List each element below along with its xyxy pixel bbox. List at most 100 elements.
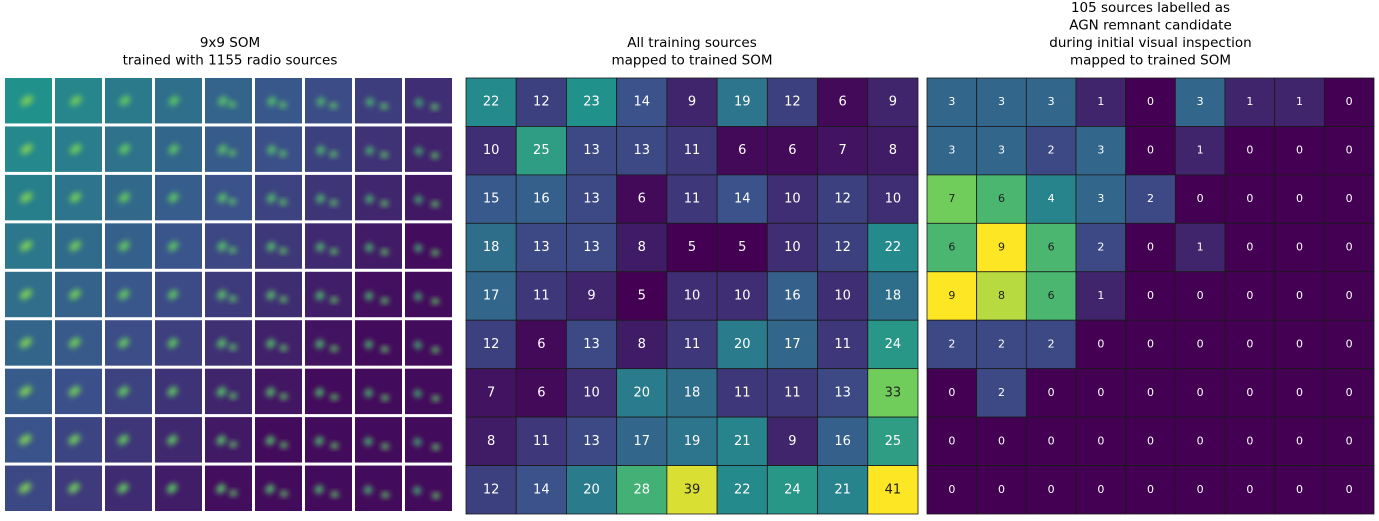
- heatmap-cell: [1125, 416, 1176, 466]
- cell-label: 11: [533, 434, 550, 449]
- cell-label: 11: [684, 143, 701, 158]
- thumbnail-blob: [279, 296, 288, 303]
- thumbnail-bg: [105, 417, 152, 463]
- thumbnail-bg: [155, 223, 202, 269]
- som-thumbnail: [405, 223, 452, 269]
- som-thumbnail: [205, 368, 252, 415]
- thumbnail-blob: [316, 97, 326, 107]
- panel-title: trained with 1155 radio sources: [123, 53, 338, 69]
- thumbnail-blob: [228, 344, 237, 351]
- thumbnail-blob: [329, 102, 338, 109]
- thumbnail-bg: [305, 174, 352, 221]
- som-thumbnail: [305, 320, 352, 366]
- thumbnail-blob: [69, 192, 82, 203]
- cell-label: 0: [1147, 483, 1154, 496]
- heatmap-cell: [1025, 368, 1077, 418]
- cell-label: 1: [1097, 95, 1104, 108]
- som-thumbnail: [5, 320, 52, 366]
- thumbnail-blob: [430, 103, 439, 110]
- thumbnail-blob: [329, 199, 338, 206]
- thumbnail-bg: [255, 368, 302, 415]
- cell-label: 5: [688, 240, 696, 255]
- thumbnail-blob: [118, 386, 129, 397]
- cell-label: 8: [889, 143, 897, 158]
- thumbnail-blob: [364, 388, 373, 398]
- thumbnail-blob: [381, 443, 390, 450]
- som-thumbnail: [5, 223, 52, 269]
- heatmap-cell: [1125, 368, 1176, 418]
- heatmap-cell: [1025, 174, 1077, 224]
- heatmap-cell: [976, 465, 1027, 515]
- cell-label: 5: [638, 289, 646, 304]
- heatmap-cell: [1274, 126, 1325, 176]
- thumbnail-bg: [355, 465, 402, 511]
- heatmap-cell: [716, 368, 768, 418]
- heatmap-cell: [666, 416, 718, 466]
- thumbnail-blob: [228, 295, 237, 302]
- thumbnail-blob: [70, 95, 82, 106]
- som-thumbnail: [255, 320, 302, 366]
- cell-label: 0: [948, 483, 955, 496]
- thumbnail-blob: [315, 291, 325, 300]
- thumbnail-blob: [266, 242, 276, 252]
- som-thumbnail: [355, 368, 402, 415]
- thumbnail-blob: [431, 346, 440, 353]
- thumbnail-bg: [355, 223, 402, 269]
- thumbnail-blob: [413, 438, 422, 446]
- cell-label: 0: [1097, 434, 1104, 447]
- cell-label: 10: [784, 240, 801, 255]
- heatmap-cell: [867, 174, 919, 224]
- cell-label: 1: [1246, 95, 1253, 108]
- thumbnail-bg: [405, 78, 452, 124]
- thumbnail-bg: [155, 126, 202, 172]
- heatmap-cell: [1323, 465, 1375, 515]
- som-thumbnail: [355, 417, 402, 463]
- heatmap-cell: [1125, 465, 1176, 515]
- heatmap-cell: [1174, 126, 1226, 176]
- som-thumbnail: [405, 417, 452, 463]
- panel-title: mapped to trained SOM: [611, 53, 772, 69]
- heatmap-cell: [515, 319, 567, 370]
- cell-label: 9: [948, 289, 955, 302]
- som-thumbnail: [55, 465, 102, 511]
- panel-title: 105 sources labelled as: [1071, 0, 1230, 16]
- thumbnail-bg: [305, 78, 352, 124]
- cell-label: 12: [834, 240, 851, 255]
- som-thumbnail: [305, 174, 352, 221]
- heatmap-cell: [1274, 77, 1325, 127]
- cell-label: 0: [1346, 192, 1353, 205]
- som-thumbnail: [405, 78, 452, 124]
- panel-title: AGN remnant candidate: [1069, 18, 1232, 34]
- heatmap-cell: [926, 368, 978, 418]
- som-thumbnail: [155, 320, 202, 366]
- thumbnail-bg: [255, 271, 302, 318]
- thumbnail-blob: [380, 346, 389, 353]
- thumbnail-bg: [355, 78, 402, 124]
- heatmap-cell: [817, 126, 869, 176]
- heatmap-cell: [766, 465, 818, 515]
- cell-label: 3: [948, 144, 955, 157]
- cell-label: 0: [1246, 241, 1253, 254]
- heatmap-cell: [1174, 319, 1226, 370]
- cell-label: 0: [1048, 434, 1055, 447]
- cell-label: 0: [1197, 289, 1204, 302]
- som-thumbnail: [5, 368, 52, 415]
- cell-label: 0: [1197, 386, 1204, 399]
- thumbnail-blob: [216, 483, 226, 494]
- cell-label: 0: [1346, 434, 1353, 447]
- som-thumbnail: [55, 368, 102, 415]
- thumbnail-bg: [205, 465, 252, 511]
- cell-label: 2: [998, 386, 1005, 399]
- thumbnail-blob: [380, 249, 389, 256]
- thumbnail-blob: [279, 442, 288, 449]
- thumbnail-bg: [405, 223, 452, 269]
- heatmap-cell: [515, 126, 567, 176]
- thumbnail-bg: [405, 465, 452, 511]
- heatmap-cell: [1274, 465, 1325, 515]
- thumbnail-blob: [279, 199, 288, 206]
- thumbnail-blob: [267, 96, 277, 106]
- thumbnail-blob: [314, 436, 324, 446]
- thumbnail-blob: [279, 344, 288, 351]
- thumbnail-blob: [364, 437, 373, 446]
- cell-label: 24: [885, 337, 902, 352]
